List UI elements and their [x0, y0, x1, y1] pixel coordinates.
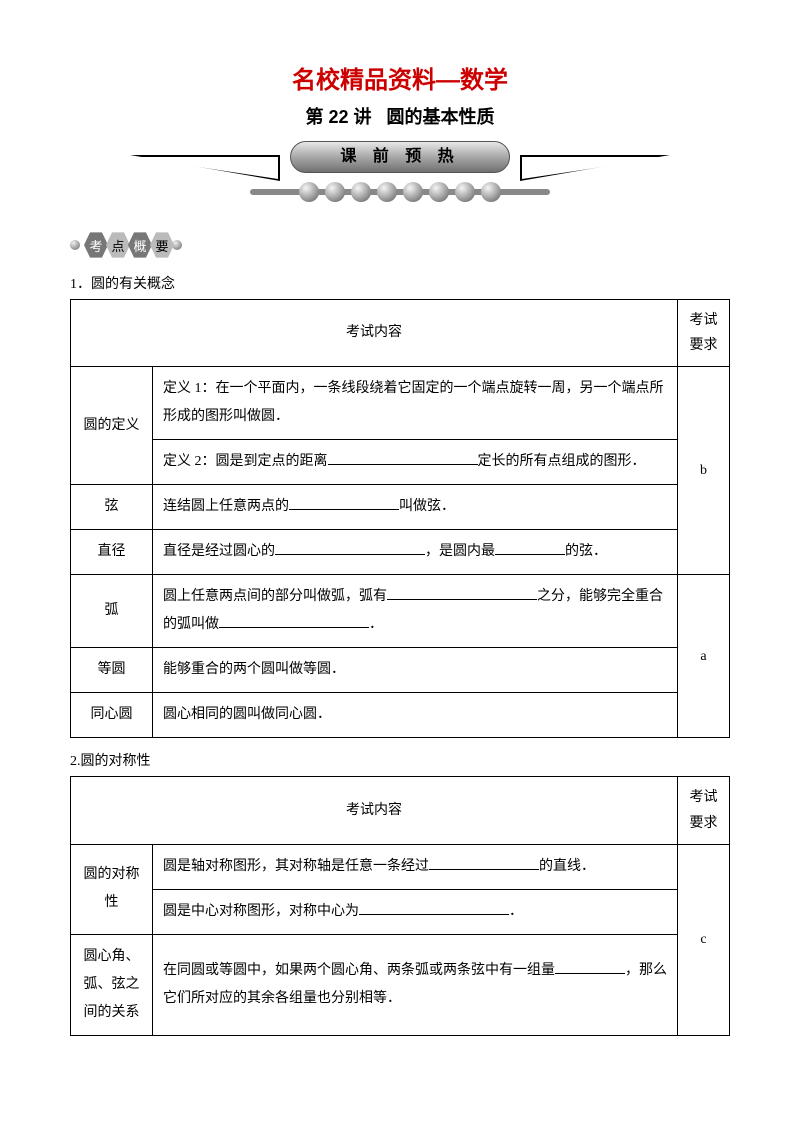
table-header-row: 考试内容 考试要求 [71, 777, 730, 844]
table-row: 定义 2：圆是到定点的距离定长的所有点组成的图形． [71, 440, 730, 485]
table-row: 等圆 能够重合的两个圆叫做等圆． [71, 648, 730, 693]
table-row: 弦 连结圆上任意两点的叫做弦． [71, 485, 730, 530]
row-name: 圆的对称性 [71, 844, 153, 934]
row-name: 弦 [71, 485, 153, 530]
row-content: 定义 1：在一个平面内，一条线段绕着它固定的一个端点旋转一周，另一个端点所形成的… [153, 367, 678, 440]
lesson-number: 第 22 讲 [305, 107, 371, 127]
banner-graphic: 课 前 预 热 [70, 141, 730, 211]
table-symmetry: 考试内容 考试要求 圆的对称性 圆是轴对称图形，其对称轴是任意一条经过的直线． … [70, 776, 730, 1035]
table-row: 同心圆 圆心相同的圆叫做同心圆． [71, 693, 730, 738]
header-content: 考试内容 [71, 300, 678, 367]
table-row: 圆的对称性 圆是轴对称图形，其对称轴是任意一条经过的直线． c [71, 844, 730, 889]
hex-char: 要 [150, 231, 174, 259]
row-name: 圆的定义 [71, 367, 153, 485]
lesson-name: 圆的基本性质 [387, 107, 495, 127]
section-badge: 考 点 概 要 [70, 231, 730, 259]
requirement-label: a [678, 575, 730, 738]
requirement-label: b [678, 367, 730, 575]
hex-char: 考 [84, 231, 108, 259]
table-row: 圆心角、弧、弦之间的关系 在同圆或等圆中，如果两个圆心角、两条弧或两条弦中有一组… [71, 934, 730, 1035]
row-content: 定义 2：圆是到定点的距离定长的所有点组成的图形． [153, 440, 678, 485]
dot-icon [70, 240, 80, 250]
row-name: 弧 [71, 575, 153, 648]
table-header-row: 考试内容 考试要求 [71, 300, 730, 367]
header-requirement: 考试要求 [678, 300, 730, 367]
row-content: 圆心相同的圆叫做同心圆． [153, 693, 678, 738]
main-title: 名校精品资料—数学 [70, 60, 730, 95]
row-content: 连结圆上任意两点的叫做弦． [153, 485, 678, 530]
table-row: 直径 直径是经过圆心的，是圆内最的弦． [71, 530, 730, 575]
hex-char: 点 [106, 231, 130, 259]
row-content: 在同圆或等圆中，如果两个圆心角、两条弧或两条弦中有一组量，那么它们所对应的其余各… [153, 934, 678, 1035]
section1-title: 1．圆的有关概念 [70, 273, 730, 293]
row-content: 能够重合的两个圆叫做等圆． [153, 648, 678, 693]
header-content: 考试内容 [71, 777, 678, 844]
banner-triangle-left [130, 155, 280, 181]
row-name: 直径 [71, 530, 153, 575]
row-content: 直径是经过圆心的，是圆内最的弦． [153, 530, 678, 575]
row-content: 圆是中心对称图形，对称中心为． [153, 889, 678, 934]
sub-title: 第 22 讲 圆的基本性质 [70, 103, 730, 129]
table-row: 弧 圆上任意两点间的部分叫做弧，弧有之分，能够完全重合的弧叫做． a [71, 575, 730, 648]
row-content: 圆是轴对称图形，其对称轴是任意一条经过的直线． [153, 844, 678, 889]
row-name: 同心圆 [71, 693, 153, 738]
row-name: 圆心角、弧、弦之间的关系 [71, 934, 153, 1035]
table-row: 圆是中心对称图形，对称中心为． [71, 889, 730, 934]
table-concepts: 考试内容 考试要求 圆的定义 定义 1：在一个平面内，一条线段绕着它固定的一个端… [70, 299, 730, 738]
requirement-label: c [678, 844, 730, 1035]
hex-char: 概 [128, 231, 152, 259]
table-row: 圆的定义 定义 1：在一个平面内，一条线段绕着它固定的一个端点旋转一周，另一个端… [71, 367, 730, 440]
bead-bar [250, 181, 550, 203]
header-requirement: 考试要求 [678, 777, 730, 844]
row-content: 圆上任意两点间的部分叫做弧，弧有之分，能够完全重合的弧叫做． [153, 575, 678, 648]
row-name: 等圆 [71, 648, 153, 693]
banner-pill: 课 前 预 热 [290, 141, 510, 173]
banner-triangle-right [520, 155, 670, 181]
section2-title: 2.圆的对称性 [70, 750, 730, 770]
